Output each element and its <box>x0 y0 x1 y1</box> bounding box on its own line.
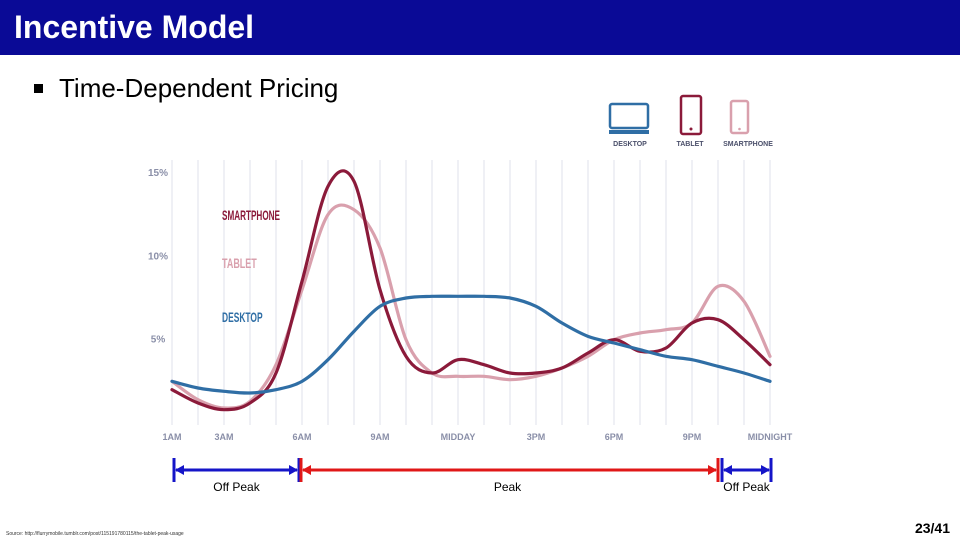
x-tick-label: MIDNIGHT <box>748 432 793 442</box>
period-label: Peak <box>494 480 522 494</box>
period-arrow-left-icon <box>723 465 732 475</box>
period-arrow-left-icon <box>175 465 184 475</box>
device-legend: DESKTOP TABLET SMARTPHONE <box>608 94 773 148</box>
chart-series <box>170 169 772 412</box>
series-line-desktop <box>170 294 772 395</box>
smartphone-icon-button <box>738 127 741 131</box>
page-number: 23/41 <box>914 520 950 536</box>
x-tick-label: 6AM <box>292 432 311 442</box>
period-arrow-left-icon <box>302 465 311 475</box>
y-tick-label: 10% <box>148 251 168 262</box>
x-tick-label: 9AM <box>370 432 389 442</box>
legend-label-tablet: TABLET <box>222 255 257 271</box>
bullet-text: Time-Dependent Pricing <box>59 73 339 103</box>
device-label: TABLET <box>676 141 704 148</box>
period-arrow-right-icon <box>289 465 298 475</box>
desktop-icon <box>608 102 650 130</box>
legend-label-smartphone: SMARTPHONE <box>222 207 280 223</box>
tablet-icon-button <box>689 127 693 131</box>
desktop-icon-stand <box>609 130 649 134</box>
title-bar: Incentive Model <box>0 0 960 55</box>
y-axis-labels: 15% 10% 5% <box>148 168 168 346</box>
series-line-tablet <box>170 169 772 412</box>
x-tick-label: 1AM <box>162 432 181 442</box>
period-arrow-right-icon <box>708 465 717 475</box>
series-line-smartphone <box>170 203 772 410</box>
bullet-item: Time-Dependent Pricing <box>34 73 338 104</box>
legend-label-desktop: DESKTOP <box>222 309 263 325</box>
source-url: Source: http://flurrymobile.tumblr.com/p… <box>6 531 184 537</box>
y-tick-label: 5% <box>151 335 166 346</box>
period-arrow-right-icon <box>761 465 770 475</box>
period-label: Off Peak <box>213 480 260 494</box>
device-label: SMARTPHONE <box>723 141 773 148</box>
x-tick-label: 6PM <box>605 432 624 442</box>
smartphone-icon <box>729 99 750 135</box>
period-label: Off Peak <box>723 480 770 494</box>
chart-grid <box>171 160 771 425</box>
x-tick-label: 3PM <box>527 432 546 442</box>
x-tick-label: 9PM <box>683 432 702 442</box>
x-axis-labels: 1AM 3AM 6AM 9AM MIDDAY 3PM 6PM 9PM MIDNIGHT <box>162 432 792 442</box>
device-label: DESKTOP <box>613 141 647 148</box>
x-tick-label: MIDDAY <box>441 432 476 442</box>
period-brackets: Off Peak Peak Off Peak <box>172 458 773 494</box>
bullet-marker-icon <box>34 84 43 93</box>
tablet-icon <box>679 94 703 136</box>
y-tick-label: 15% <box>148 168 168 179</box>
slide-title: Incentive Model <box>14 9 255 45</box>
x-tick-label: 3AM <box>214 432 233 442</box>
chart-legend: SMARTPHONE TABLET DESKTOP <box>222 207 280 325</box>
